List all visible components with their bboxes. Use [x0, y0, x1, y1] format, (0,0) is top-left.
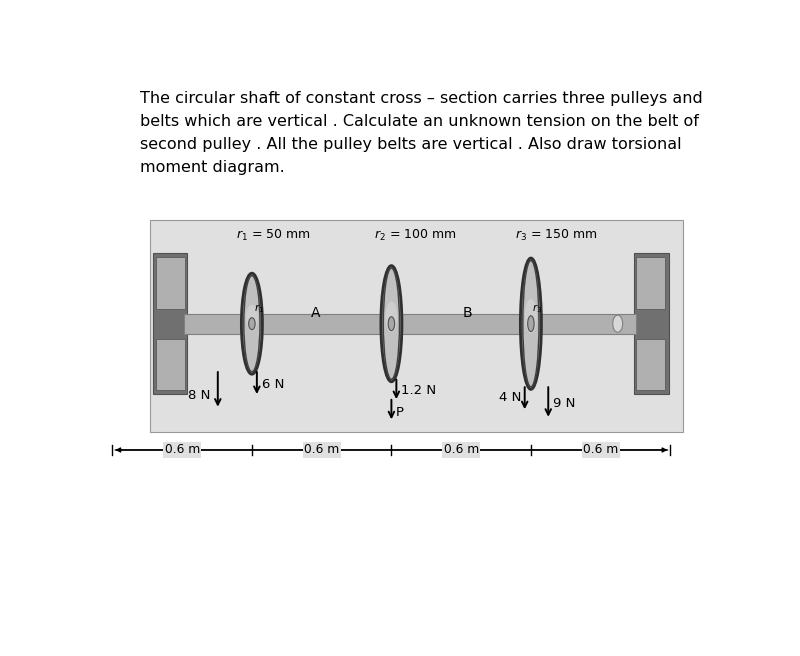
Text: B: B [462, 306, 472, 319]
Ellipse shape [244, 276, 260, 372]
Text: 1.2 N: 1.2 N [402, 384, 437, 397]
Text: $r_3$: $r_3$ [532, 302, 542, 315]
FancyBboxPatch shape [634, 253, 669, 394]
Text: 9 N: 9 N [554, 396, 575, 409]
Text: $r_1$ = 50 mm: $r_1$ = 50 mm [237, 228, 311, 243]
FancyBboxPatch shape [156, 257, 185, 308]
Text: $r_2$ = 100 mm: $r_2$ = 100 mm [374, 228, 457, 243]
FancyBboxPatch shape [150, 220, 682, 432]
Ellipse shape [528, 316, 534, 331]
FancyBboxPatch shape [156, 339, 185, 390]
Ellipse shape [249, 318, 255, 330]
Text: 6 N: 6 N [262, 378, 284, 391]
Ellipse shape [525, 298, 537, 333]
Text: 0.6 m: 0.6 m [165, 443, 200, 457]
FancyBboxPatch shape [636, 339, 666, 390]
Text: P: P [396, 405, 404, 419]
Ellipse shape [523, 260, 539, 387]
Ellipse shape [383, 268, 399, 379]
Text: $r_1$: $r_1$ [254, 302, 265, 315]
FancyBboxPatch shape [636, 257, 666, 308]
Ellipse shape [386, 302, 398, 333]
Ellipse shape [242, 273, 262, 374]
Ellipse shape [613, 315, 622, 333]
FancyBboxPatch shape [153, 253, 187, 394]
Ellipse shape [381, 266, 402, 382]
Text: A: A [310, 306, 320, 319]
Text: The circular shaft of constant cross – section carries three pulleys and
belts w: The circular shaft of constant cross – s… [140, 91, 703, 174]
Text: 0.6 m: 0.6 m [304, 443, 339, 457]
Text: 0.6 m: 0.6 m [443, 443, 478, 457]
FancyBboxPatch shape [184, 314, 636, 334]
Ellipse shape [246, 305, 258, 331]
Text: 8 N: 8 N [188, 390, 210, 402]
Text: 4 N: 4 N [498, 392, 521, 405]
Ellipse shape [520, 258, 542, 390]
Text: 0.6 m: 0.6 m [583, 443, 618, 457]
Ellipse shape [388, 317, 394, 331]
Text: $r_3$ = 150 mm: $r_3$ = 150 mm [515, 228, 598, 243]
